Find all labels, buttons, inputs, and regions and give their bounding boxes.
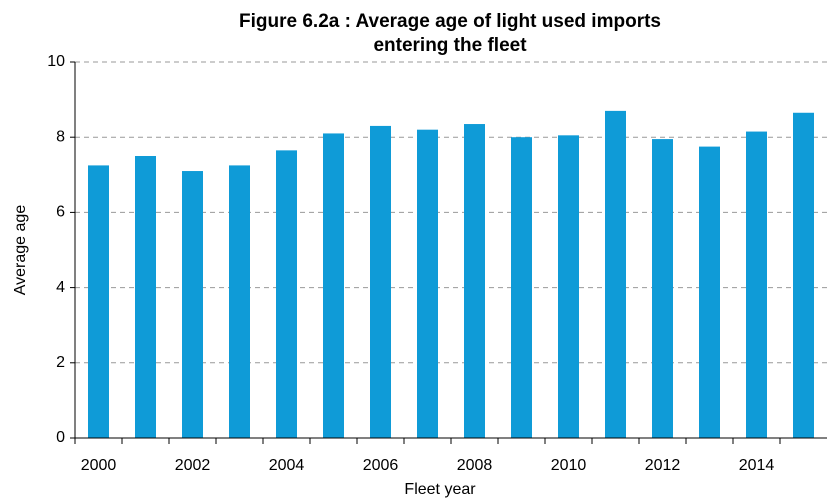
chart-title: entering the fleet: [373, 35, 527, 56]
y-tick-label: 2: [56, 354, 65, 371]
bar: [276, 150, 297, 439]
bar: [135, 156, 156, 438]
x-tick-label: 2002: [175, 457, 211, 474]
x-tick-label: 2010: [551, 457, 587, 474]
y-tick-label: 8: [56, 128, 65, 145]
bar: [370, 125, 391, 439]
x-tick-label: 2014: [739, 457, 775, 474]
x-tick-label: 2004: [269, 457, 305, 474]
bar: [652, 139, 673, 438]
bar: [323, 133, 344, 438]
x-tick-label: 2006: [363, 457, 399, 474]
chart-title: Figure 6.2a : Average age of light used …: [239, 11, 661, 32]
y-axis-title: Average age: [12, 205, 29, 296]
y-tick-label: 0: [56, 429, 65, 446]
bar: [229, 165, 250, 438]
bar: [88, 165, 109, 438]
bar: [605, 110, 626, 438]
bar: [182, 171, 203, 439]
y-tick-label: 10: [47, 53, 65, 70]
x-tick-label: 2012: [645, 457, 681, 474]
bar: [464, 124, 485, 438]
x-tick-label: 2000: [81, 457, 117, 474]
bar: [746, 131, 767, 438]
bar: [793, 112, 814, 438]
y-tick-label: 4: [56, 279, 65, 296]
bar: [699, 146, 720, 438]
bar: [511, 137, 532, 438]
bar: [558, 135, 579, 438]
bar: [417, 129, 438, 438]
y-tick-label: 6: [56, 204, 65, 221]
x-axis-title: Fleet year: [404, 481, 476, 498]
x-tick-label: 2008: [457, 457, 493, 474]
